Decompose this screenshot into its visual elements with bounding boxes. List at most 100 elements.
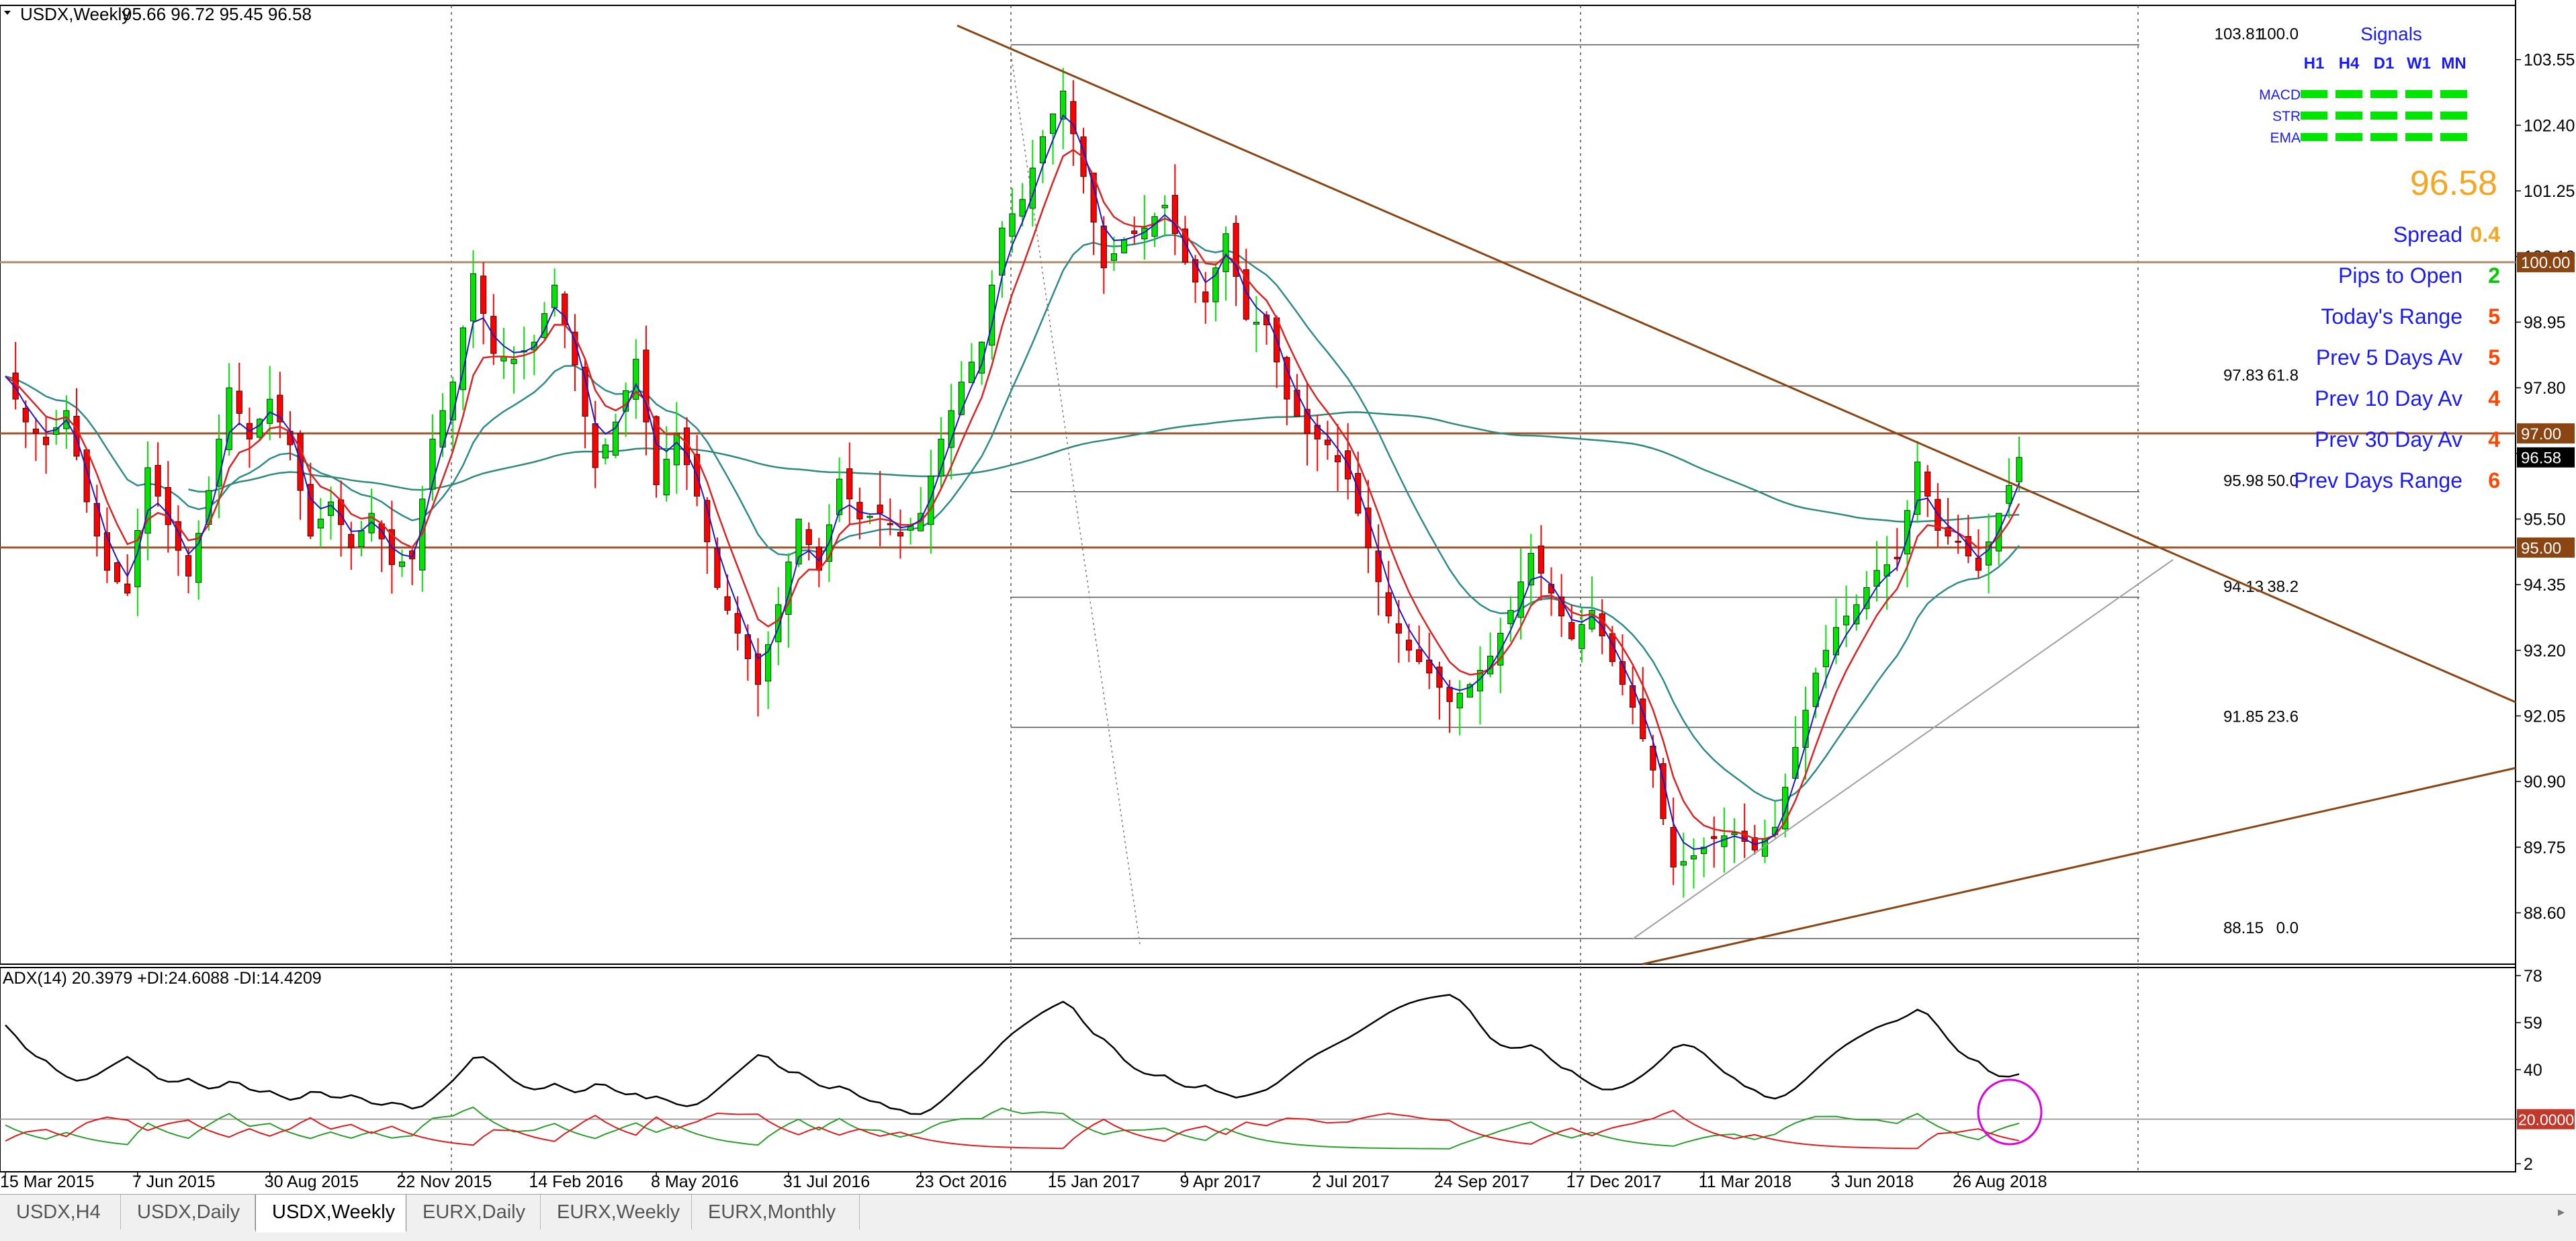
candle-body: [1904, 510, 1911, 554]
candle-body: [1986, 542, 1992, 566]
candle-body: [236, 390, 242, 414]
fib-price-label: 103.81: [2215, 26, 2264, 44]
signal-cell: [2405, 90, 2432, 98]
info-row-label: Today's Range: [2321, 304, 2462, 329]
candle-body: [1304, 409, 1311, 434]
signal-cell: [2301, 133, 2327, 141]
signal-timeframe: H1: [2304, 54, 2325, 73]
candle-body: [795, 519, 802, 564]
price-tag-label: 96.58: [2521, 450, 2561, 468]
candle-body: [805, 529, 812, 546]
collapse-triangle-icon[interactable]: [4, 11, 11, 15]
signal-cell: [2336, 112, 2362, 120]
price-tick-label: 90.90: [2524, 773, 2566, 791]
scroll-right-icon[interactable]: ▸: [2557, 1205, 2565, 1219]
candle-body: [1050, 113, 1057, 134]
candle-body: [724, 596, 731, 611]
candle-body: [1120, 239, 1128, 253]
main-plot-frame: [0, 5, 2516, 965]
candle-body: [1385, 592, 1392, 617]
info-row-value: 6: [2488, 468, 2500, 493]
candle-body: [887, 523, 893, 525]
date-tick-label: 17 Dec 2017: [1566, 1172, 1662, 1191]
candle-body: [1975, 558, 1982, 571]
signal-timeframe: D1: [2374, 54, 2395, 73]
ema-fast-line: [5, 114, 2020, 850]
candle-body: [1568, 622, 1575, 640]
channel-trendline: [1632, 559, 2174, 940]
candle-body: [1579, 624, 1585, 649]
tab-usdx-weekly[interactable]: USDX,Weekly: [255, 1195, 406, 1232]
signal-row-label: EMA: [2270, 130, 2301, 146]
price-tick-label: 97.80: [2524, 379, 2566, 398]
candle-body: [175, 521, 181, 551]
candle-body: [1212, 267, 1219, 302]
candle-body: [775, 604, 782, 642]
tab-usdx-daily[interactable]: USDX,Daily: [121, 1195, 255, 1230]
candle-body: [1192, 259, 1199, 283]
signal-cell: [2440, 90, 2467, 98]
fib-price-label: 97.83: [2223, 367, 2264, 385]
candle-body: [1009, 213, 1016, 237]
candle-body: [53, 427, 60, 435]
candle-body: [185, 555, 192, 576]
price-tag-label: 100.00: [2521, 254, 2570, 272]
candle-body: [1711, 836, 1718, 839]
candle-body: [368, 513, 375, 533]
candle-body: [1334, 455, 1341, 462]
candle-body: [1039, 136, 1046, 163]
highlight-circle: [1977, 1078, 2043, 1146]
candle-body: [897, 531, 904, 537]
price-tick-label: 101.25: [2524, 182, 2575, 201]
date-tick-label: 14 Feb 2016: [529, 1172, 623, 1191]
candle-body: [114, 562, 121, 583]
candle-body: [226, 387, 232, 450]
date-tick-label: 7 Jun 2015: [132, 1172, 216, 1191]
candle-body: [1538, 545, 1544, 574]
candle-body: [948, 410, 954, 448]
tab-eurx-daily[interactable]: EURX,Daily: [406, 1195, 541, 1230]
signal-row-label: STR: [2272, 109, 2301, 124]
current-price: 96.58: [2410, 164, 2497, 203]
candle-body: [1100, 225, 1107, 269]
candle-body: [1253, 322, 1259, 325]
candle-body: [1802, 710, 1809, 748]
candle-body: [592, 423, 598, 468]
indicator-tick-label: 59: [2524, 1014, 2542, 1033]
candle-body: [1395, 623, 1402, 634]
candle-body: [928, 476, 934, 525]
date-tick-label: 15 Jan 2017: [1048, 1172, 1141, 1191]
price-tick-label: 92.05: [2524, 708, 2566, 726]
adx-line: [5, 994, 2020, 1115]
candle-body: [1670, 826, 1677, 868]
candle-body: [643, 349, 650, 423]
candle-body: [256, 419, 263, 438]
info-row-value: 0.4: [2471, 222, 2501, 247]
plus-di-line: [5, 1106, 2020, 1150]
fib-price-label: 95.98: [2223, 472, 2264, 490]
candle-body: [673, 433, 680, 466]
date-tick-label: 11 Mar 2018: [1699, 1172, 1792, 1191]
candle-body: [551, 284, 558, 308]
date-tick-label: 15 Mar 2015: [0, 1172, 94, 1191]
signal-cell: [2336, 90, 2362, 98]
candle-body: [2006, 484, 2012, 504]
date-tick-label: 31 Jul 2016: [783, 1172, 870, 1191]
fib-pct-label: 61.8: [2267, 367, 2299, 385]
signal-cell: [2440, 133, 2467, 141]
candle-body: [663, 458, 670, 496]
candle-body: [1680, 861, 1687, 866]
candle-body: [938, 439, 944, 477]
candle-body: [602, 444, 609, 459]
candle-body: [327, 501, 335, 516]
tab-usdx-h4[interactable]: USDX,H4: [0, 1195, 121, 1230]
resistance-trendline: [957, 24, 2516, 703]
candle-body: [1070, 101, 1077, 134]
candle-body: [989, 284, 995, 346]
tab-eurx-weekly[interactable]: EURX,Weekly: [541, 1195, 692, 1230]
tab-eurx-monthly[interactable]: EURX,Monthly: [692, 1195, 860, 1230]
date-tick-label: 22 Nov 2015: [397, 1172, 492, 1191]
ema-mid-line: [5, 148, 2020, 840]
price-tick-label: 94.35: [2524, 576, 2566, 595]
